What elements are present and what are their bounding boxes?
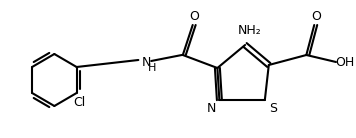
Text: O: O xyxy=(190,10,200,23)
Text: Cl: Cl xyxy=(73,96,86,109)
Text: N: N xyxy=(207,102,216,115)
Text: S: S xyxy=(269,102,277,115)
Text: OH: OH xyxy=(335,55,355,68)
Text: N: N xyxy=(142,55,151,68)
Text: NH₂: NH₂ xyxy=(238,25,262,38)
Text: O: O xyxy=(311,10,321,23)
Text: H: H xyxy=(148,63,156,73)
